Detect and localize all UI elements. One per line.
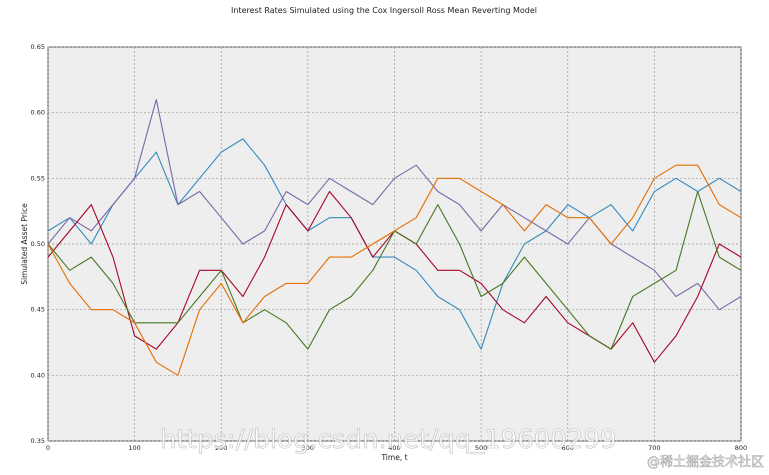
y-tick-label: 0.40 <box>31 371 45 379</box>
x-tick-label: 100 <box>128 444 140 452</box>
y-tick-label: 0.55 <box>31 174 45 182</box>
x-tick-label: 400 <box>388 444 400 452</box>
y-tick-label: 0.65 <box>31 43 45 51</box>
series-line-2 <box>47 98 742 311</box>
series-lines <box>47 98 742 376</box>
y-tick-label: 0.50 <box>31 240 45 248</box>
x-tick-label: 200 <box>215 444 227 452</box>
series-line-1 <box>47 138 742 350</box>
x-tick-label: 0 <box>46 444 50 452</box>
x-tick-label: 600 <box>562 444 574 452</box>
grid <box>47 46 742 442</box>
tick-labels: 0 100 200 300 400 500 600 700 800 0.35 0.40 0.45 0.5… <box>31 43 748 452</box>
y-tick-label: 0.60 <box>31 109 45 117</box>
x-tick-label: 500 <box>475 444 487 452</box>
y-tick-label: 0.35 <box>31 437 45 445</box>
credit-text: @稀土掘金技术社区 <box>647 454 764 470</box>
x-tick-label: 700 <box>648 444 660 452</box>
y-tick-label: 0.45 <box>31 306 45 314</box>
x-tick-label: 300 <box>302 444 314 452</box>
x-axis-label: Time, t <box>380 453 407 462</box>
x-tick-label: 800 <box>735 444 747 452</box>
chart-title: Interest Rates Simulated using the Cox I… <box>231 6 537 15</box>
watermark-text: https://blog.csdn.net/qq_19600299 <box>160 425 616 455</box>
y-axis-label: Simulated Asset Price <box>20 203 29 285</box>
series-line-5 <box>47 164 742 376</box>
